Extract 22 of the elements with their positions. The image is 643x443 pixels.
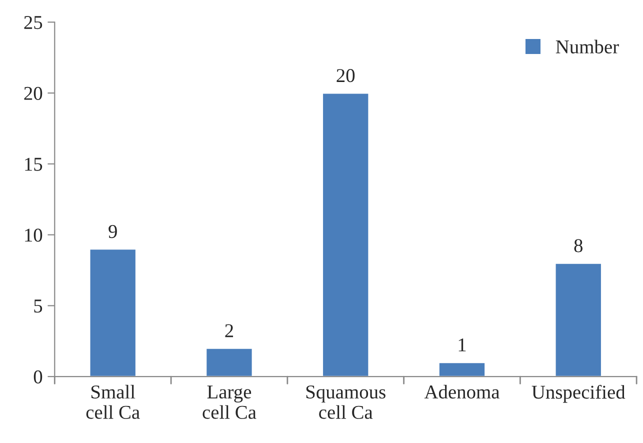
bar [554,262,602,377]
bar [322,92,370,377]
y-tick-label: 5 [34,300,42,313]
data-label: 9 [108,225,117,238]
bar [88,248,137,377]
y-tick-label: 20 [24,86,42,100]
y-tick-label: 0 [34,370,42,384]
x-tick-label: Large cell Ca [202,386,256,419]
data-label: 8 [574,239,582,252]
data-label: 1 [458,338,466,352]
x-tick-label: Squamous cell Ca [306,386,386,419]
y-tick-label: 10 [25,228,42,242]
bar [438,362,486,377]
y-tick-label: 25 [24,16,42,30]
legend-label: Number [556,40,619,54]
x-tick-label: Small cell Ca [86,384,140,419]
bar [205,348,254,377]
y-tick-label: 15 [25,158,42,171]
x-tick-label: Adenoma [424,384,500,399]
data-label: 20 [336,69,355,82]
x-tick-label: Unspecified [532,384,626,403]
data-label: 2 [225,324,234,338]
